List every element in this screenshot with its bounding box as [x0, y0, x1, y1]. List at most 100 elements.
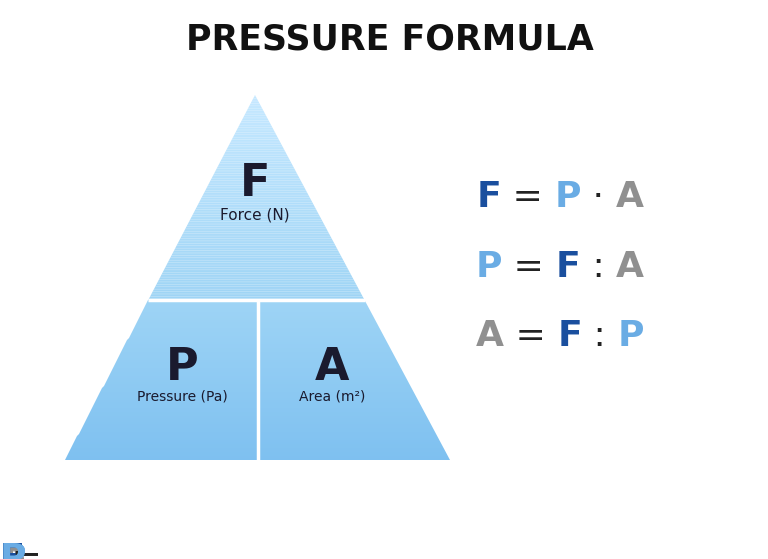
Polygon shape [257, 450, 445, 452]
Polygon shape [257, 412, 425, 414]
Polygon shape [226, 150, 285, 151]
Polygon shape [257, 384, 410, 386]
Polygon shape [257, 324, 379, 326]
Polygon shape [197, 206, 315, 208]
Polygon shape [214, 172, 297, 174]
Polygon shape [87, 416, 257, 418]
Text: :: : [0, 542, 35, 559]
Polygon shape [152, 291, 361, 293]
Polygon shape [98, 394, 257, 396]
Polygon shape [176, 245, 336, 247]
Polygon shape [122, 348, 257, 350]
Polygon shape [164, 268, 348, 269]
Polygon shape [257, 436, 439, 438]
Text: =: = [504, 319, 558, 353]
Polygon shape [257, 448, 445, 450]
Polygon shape [210, 179, 300, 181]
Polygon shape [211, 177, 300, 179]
Polygon shape [257, 338, 386, 340]
Polygon shape [149, 297, 363, 299]
Polygon shape [94, 402, 257, 404]
Polygon shape [246, 110, 264, 112]
Polygon shape [232, 138, 279, 139]
Polygon shape [191, 216, 321, 218]
Polygon shape [170, 255, 342, 257]
Polygon shape [257, 452, 447, 454]
Text: P: P [0, 542, 27, 559]
Text: PRESSURE FORMULA: PRESSURE FORMULA [186, 22, 594, 56]
Polygon shape [223, 155, 288, 157]
Polygon shape [80, 430, 257, 432]
Polygon shape [84, 420, 257, 422]
Polygon shape [257, 380, 409, 382]
Polygon shape [75, 438, 257, 440]
Polygon shape [120, 352, 257, 354]
Polygon shape [140, 314, 257, 316]
Polygon shape [148, 299, 365, 300]
Polygon shape [134, 326, 257, 328]
Polygon shape [142, 310, 257, 312]
Polygon shape [155, 285, 357, 286]
Text: A: A [476, 319, 504, 353]
Polygon shape [110, 372, 257, 374]
Polygon shape [167, 262, 346, 264]
Polygon shape [99, 392, 257, 394]
Polygon shape [254, 95, 256, 97]
Polygon shape [205, 189, 306, 191]
Polygon shape [250, 103, 260, 105]
Polygon shape [117, 358, 257, 360]
Polygon shape [257, 404, 421, 406]
Polygon shape [125, 342, 257, 344]
Polygon shape [137, 320, 257, 322]
Polygon shape [242, 119, 269, 121]
Polygon shape [249, 105, 261, 107]
Polygon shape [257, 428, 434, 430]
Polygon shape [257, 350, 392, 352]
Polygon shape [70, 448, 257, 450]
Polygon shape [188, 221, 323, 223]
Polygon shape [257, 304, 368, 306]
Polygon shape [166, 264, 346, 266]
Polygon shape [257, 376, 406, 378]
Text: =: = [0, 542, 53, 559]
Polygon shape [257, 414, 426, 416]
Polygon shape [185, 228, 327, 230]
Polygon shape [174, 249, 338, 250]
Polygon shape [225, 151, 286, 153]
Polygon shape [257, 458, 450, 460]
Polygon shape [257, 444, 442, 446]
Text: ·: · [0, 542, 35, 559]
Polygon shape [257, 398, 418, 400]
Polygon shape [131, 332, 257, 334]
Polygon shape [240, 122, 270, 124]
Text: =: = [502, 249, 556, 283]
Polygon shape [228, 145, 283, 146]
Polygon shape [217, 165, 293, 167]
Polygon shape [134, 324, 257, 326]
Polygon shape [253, 97, 257, 98]
Text: A: A [0, 542, 28, 559]
Polygon shape [244, 114, 266, 116]
Text: P: P [554, 180, 581, 214]
Polygon shape [157, 281, 356, 283]
Polygon shape [215, 170, 296, 172]
Polygon shape [257, 434, 437, 436]
Text: P: P [476, 249, 502, 283]
Polygon shape [101, 388, 257, 390]
Polygon shape [257, 330, 382, 332]
Text: P: P [0, 542, 27, 559]
Polygon shape [65, 458, 257, 460]
Polygon shape [83, 424, 257, 426]
Polygon shape [147, 300, 257, 302]
Polygon shape [89, 412, 257, 414]
Polygon shape [257, 386, 412, 388]
Polygon shape [227, 148, 284, 150]
Polygon shape [199, 201, 313, 202]
Polygon shape [251, 100, 259, 102]
Polygon shape [206, 187, 305, 189]
Text: F: F [0, 542, 25, 559]
Polygon shape [257, 322, 377, 324]
Polygon shape [233, 136, 278, 138]
Polygon shape [219, 163, 293, 165]
Polygon shape [221, 158, 290, 160]
